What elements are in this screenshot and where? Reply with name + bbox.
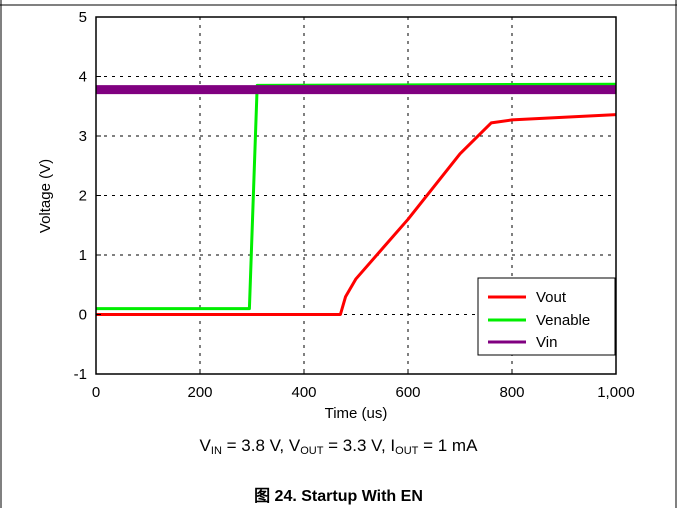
y-tick-label: 1 (79, 247, 87, 264)
y-tick-label: 2 (79, 188, 87, 205)
y-tick-label: 3 (79, 128, 87, 145)
x-tick-label: 800 (499, 384, 524, 401)
legend-label-venable: Venable (536, 312, 590, 329)
legend: Vout Venable Vin (478, 278, 615, 355)
vout-subscript: OUT (300, 445, 323, 457)
x-tick-label: 0 (92, 384, 100, 401)
vout-value: = 3.3 V, (323, 436, 390, 455)
test-conditions: VIN = 3.8 V, VOUT = 3.3 V, IOUT = 1 mA (0, 436, 677, 457)
vout-symbol: V (289, 436, 300, 455)
x-tick-label: 400 (291, 384, 316, 401)
iout-subscript: OUT (395, 445, 418, 457)
chart: 0 200 400 600 800 1,000 -1 0 1 2 3 4 5 Time (us) Vol… (0, 0, 677, 430)
x-tick-label: 600 (395, 384, 420, 401)
y-tick-label: 4 (79, 69, 87, 86)
x-tick-label: 1,000 (597, 384, 635, 401)
legend-label-vout: Vout (536, 289, 567, 306)
iout-value: = 1 mA (418, 436, 477, 455)
y-axis-label: Voltage (V) (37, 159, 54, 233)
figure-caption: 图 24. Startup With EN (0, 482, 677, 506)
vin-subscript: IN (211, 445, 222, 457)
y-tick-label: 5 (79, 9, 87, 26)
x-axis-label: Time (us) (325, 405, 388, 422)
y-tick-label: 0 (79, 307, 87, 324)
vin-value: = 3.8 V, (222, 436, 289, 455)
vin-symbol: V (200, 436, 211, 455)
x-tick-label: 200 (187, 384, 212, 401)
legend-label-vin: Vin (536, 334, 557, 351)
y-tick-label: -1 (74, 366, 87, 383)
